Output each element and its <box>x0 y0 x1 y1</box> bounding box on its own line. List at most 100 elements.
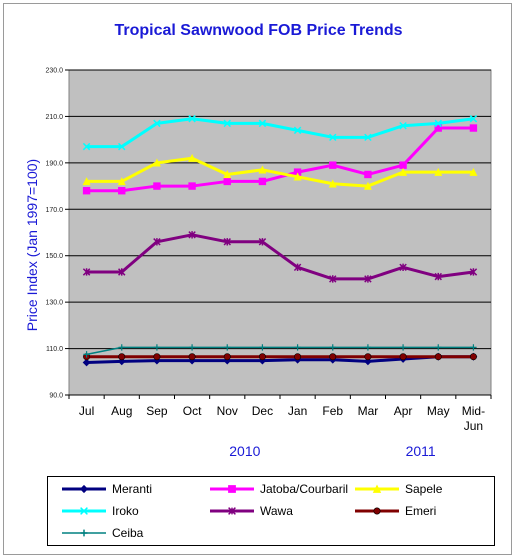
legend-marker <box>228 485 236 493</box>
data-point-jatoba-courbaril <box>188 182 196 190</box>
data-point-wawa <box>223 238 231 246</box>
data-point-wawa <box>118 268 126 276</box>
data-point-ceiba <box>294 344 301 351</box>
data-point-wawa <box>329 275 337 283</box>
data-point-emeri <box>399 353 407 361</box>
legend-item-meranti: Meranti <box>60 480 152 498</box>
data-point-ceiba <box>118 344 125 351</box>
legend-swatch-meranti <box>62 484 106 494</box>
x-tick-label: Sep <box>146 404 168 418</box>
legend-swatch-sapele <box>355 484 399 493</box>
legend: Meranti Jatoba/Courbaril Sapele Iroko Wawa Em… <box>47 476 495 546</box>
legend-swatch-ceiba <box>62 529 106 537</box>
y-tick-label: 110.0 <box>46 346 63 353</box>
x-tick-label: Oct <box>183 404 202 418</box>
x-tick-label: Mid- <box>462 404 485 418</box>
data-point-ceiba <box>435 344 442 351</box>
x-tick-label: Jul <box>79 404 94 418</box>
year-label: 2011 <box>406 443 436 459</box>
data-point-emeri <box>294 353 302 361</box>
x-tick-label: Feb <box>322 404 343 418</box>
data-point-sapele <box>434 167 443 176</box>
data-point-jatoba-courbaril <box>153 182 161 190</box>
legend-swatch-emeri <box>355 507 399 515</box>
series-line-meranti <box>86 355 474 364</box>
legend-label: Meranti <box>112 482 153 496</box>
data-point-iroko <box>329 133 337 142</box>
data-point-iroko <box>118 142 126 151</box>
data-point-emeri <box>329 353 337 361</box>
legend-marker <box>80 529 88 537</box>
y-tick-label: 90.0 <box>49 393 63 400</box>
series-line-ceiba <box>86 346 474 356</box>
data-point-ceiba <box>470 344 477 351</box>
legend-item-iroko: Iroko <box>60 502 139 520</box>
y-tick-label: 230.0 <box>45 68 63 75</box>
data-point-iroko <box>223 119 231 128</box>
data-point-ceiba <box>188 344 196 351</box>
data-point-jatoba-courbaril <box>329 161 337 169</box>
y-tick-label: 190.0 <box>45 160 63 167</box>
legend-label: Wawa <box>260 504 293 518</box>
data-point-jatoba-courbaril <box>82 187 91 195</box>
legend-item-jatoba-courbaril: Jatoba/Courbaril <box>208 480 348 498</box>
legend-label: Ceiba <box>112 526 144 540</box>
data-point-iroko <box>469 115 478 123</box>
series-line-jatoba-courbaril <box>86 126 474 193</box>
data-point-jatoba-courbaril <box>469 124 478 132</box>
legend-swatch-iroko <box>62 507 106 515</box>
data-point-iroko <box>153 119 161 128</box>
y-tick-label: 150.0 <box>45 253 63 260</box>
legend-label: Sapele <box>405 482 443 496</box>
series-line-wawa <box>86 233 474 281</box>
data-point-ceiba <box>224 344 231 351</box>
data-point-jatoba-courbaril <box>364 170 372 179</box>
legend-swatch-jatoba-courbaril <box>210 485 254 493</box>
data-point-jatoba-courbaril <box>399 161 407 169</box>
data-point-wawa <box>153 238 161 246</box>
data-point-meranti <box>82 358 91 367</box>
data-point-iroko <box>434 119 442 128</box>
data-point-wawa <box>293 263 302 272</box>
legend-label: Jatoba/Courbaril <box>260 482 349 496</box>
x-tick-label: May <box>427 404 450 418</box>
x-tick-label: Dec <box>252 404 273 418</box>
legend-marker <box>79 484 89 494</box>
data-point-jatoba-courbaril <box>223 177 231 186</box>
data-point-ceiba <box>364 344 372 351</box>
data-point-sapele <box>188 153 197 162</box>
data-point-ceiba <box>399 344 407 351</box>
data-point-iroko <box>399 121 407 130</box>
legend-marker <box>80 507 88 515</box>
legend-item-ceiba: Ceiba <box>60 524 143 542</box>
data-point-wawa <box>434 272 442 281</box>
data-point-sapele <box>152 158 161 167</box>
legend-item-emeri: Emeri <box>353 502 436 520</box>
data-point-sapele <box>293 172 302 181</box>
data-point-emeri <box>153 353 161 361</box>
legend-item-sapele: Sapele <box>353 480 442 498</box>
x-tick-label: Aug <box>111 404 132 418</box>
data-point-sapele <box>223 170 232 179</box>
legend-item-wawa: Wawa <box>208 502 293 520</box>
data-point-wawa <box>188 231 196 239</box>
chart-title: Tropical Sawnwood FOB Price Trends <box>114 22 403 39</box>
data-point-iroko <box>258 119 267 128</box>
data-point-sapele <box>328 179 337 188</box>
data-point-sapele <box>258 165 267 174</box>
data-point-emeri <box>364 353 372 361</box>
data-point-iroko <box>364 133 372 142</box>
series-line-sapele <box>86 156 474 188</box>
legend-marker <box>372 484 382 493</box>
plot-area <box>68 69 492 396</box>
data-point-ceiba <box>83 351 90 358</box>
data-point-wawa <box>258 238 267 246</box>
data-point-sapele <box>363 181 372 190</box>
data-point-iroko <box>293 126 302 135</box>
data-point-sapele <box>399 167 408 176</box>
data-point-emeri <box>188 353 196 361</box>
data-point-emeri <box>223 353 231 361</box>
data-point-emeri <box>258 353 266 361</box>
data-point-sapele <box>82 177 91 186</box>
